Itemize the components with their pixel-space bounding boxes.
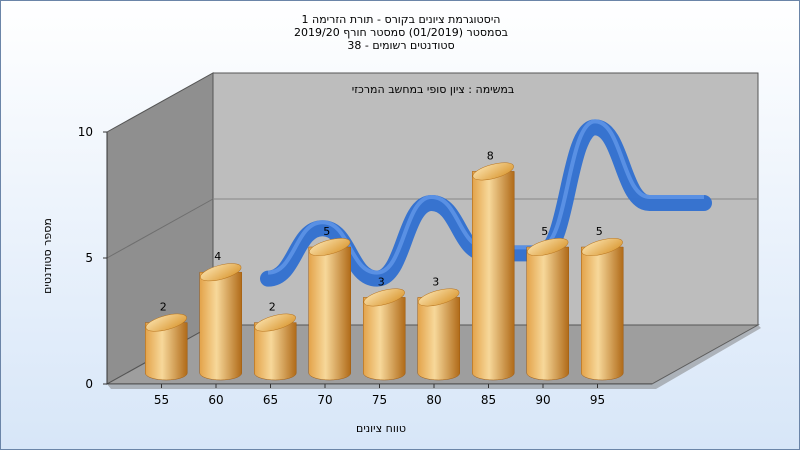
- bar-cap: [472, 162, 514, 181]
- bar-cap: [527, 238, 569, 256]
- data-label: 2: [269, 301, 276, 314]
- bars-group: 2 4 2 5 3 3 8 5 5: [145, 149, 624, 381]
- x-tick-label: 65: [263, 393, 278, 407]
- bar-cap: [145, 313, 187, 332]
- bar-body: [145, 322, 188, 381]
- bar: [308, 238, 351, 381]
- title-line-2: בסמסטר (01/2019) סמסטר חורף 2019/20: [294, 26, 508, 39]
- bar: [417, 288, 460, 381]
- x-tick-label: 70: [317, 393, 332, 407]
- bar: [526, 238, 569, 381]
- data-label: 3: [432, 275, 439, 288]
- data-label: 5: [541, 225, 548, 238]
- x-tick-label: 85: [481, 393, 496, 407]
- bar-body: [472, 171, 515, 381]
- bar: [363, 288, 406, 381]
- y-tick-label: 0: [85, 377, 93, 391]
- data-label: 5: [596, 225, 603, 238]
- chart-subtitle: במשימה : ציון סופי במחשב המרכזי: [352, 83, 515, 96]
- bar: [472, 162, 515, 381]
- gridline-5-side: [106, 198, 214, 259]
- data-label: 4: [214, 250, 221, 263]
- bar-body: [199, 271, 242, 381]
- data-label: 2: [160, 301, 167, 314]
- x-tick-label: 80: [426, 393, 441, 407]
- bar-cap: [363, 288, 405, 307]
- y-tick-label: 10: [78, 125, 93, 139]
- title-line-1: היסטוגרמת ציונים בקורס - תורת הזרימה 1: [302, 13, 501, 26]
- y-axis-title: מספר סטודנטים: [41, 218, 54, 294]
- x-tick-label: 60: [208, 393, 223, 407]
- bar-cap: [254, 313, 296, 332]
- y-tick-label: 5: [85, 251, 93, 265]
- bar-cap: [581, 238, 623, 256]
- bar-body: [581, 246, 624, 381]
- title-line-3: סטודנטים רשומים - 38: [347, 39, 454, 52]
- bar: [199, 263, 242, 381]
- x-tick-label: 75: [372, 393, 387, 407]
- x-axis-title: טווח ציונים: [356, 422, 406, 435]
- bar: [145, 313, 188, 381]
- bar: [581, 238, 624, 381]
- bar-body: [363, 297, 406, 381]
- bar-body: [254, 322, 297, 381]
- x-tick-label: 55: [154, 393, 169, 407]
- bar-cap: [418, 288, 460, 307]
- data-label: 5: [323, 225, 330, 238]
- x-tick-label: 90: [535, 393, 550, 407]
- bar-body: [526, 246, 569, 381]
- data-label: 3: [378, 275, 385, 288]
- bar: [254, 313, 297, 381]
- bar-cap: [309, 238, 351, 256]
- bar-body: [417, 297, 460, 381]
- bar-cap: [200, 263, 242, 282]
- x-tick-label: 95: [590, 393, 605, 407]
- data-label: 8: [487, 149, 494, 162]
- bar-body: [308, 246, 351, 381]
